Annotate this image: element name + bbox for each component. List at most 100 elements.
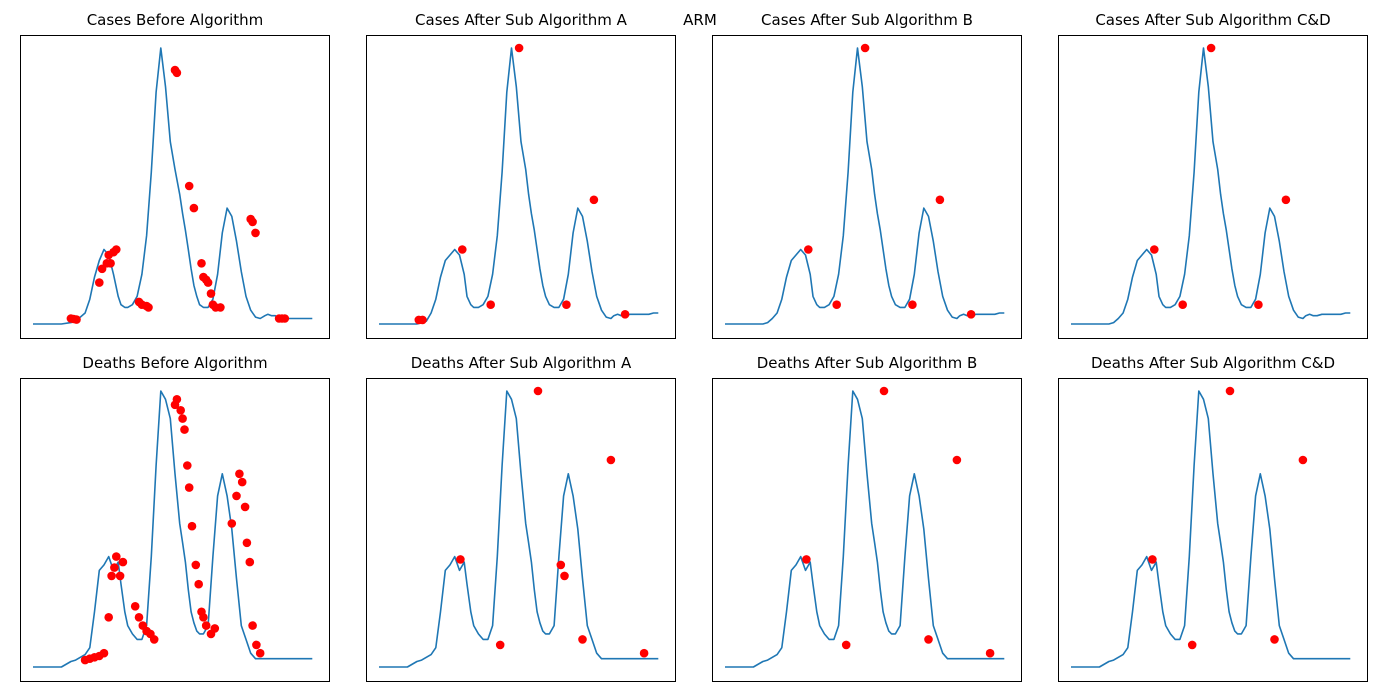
peak-marker [203, 278, 213, 287]
peak-marker [176, 406, 185, 415]
peak-marker [237, 477, 247, 487]
peak-marker [860, 43, 870, 53]
peak-marker [149, 635, 159, 644]
peak-marker [1225, 386, 1235, 396]
peak-marker [841, 640, 851, 650]
peak-marker [952, 455, 962, 465]
peak-marker [458, 245, 467, 254]
line-chart [20, 378, 330, 682]
peak-marker [201, 621, 211, 630]
line-chart [1058, 378, 1368, 682]
line-chart [20, 35, 330, 339]
peak-marker [966, 310, 976, 319]
series-line [725, 390, 1005, 668]
panel-title: Cases Before Algorithm [86, 11, 264, 29]
peak-marker [104, 613, 113, 622]
peak-marker [118, 557, 128, 567]
series-line [1071, 390, 1351, 668]
peak-marker [184, 483, 194, 492]
peak-marker [802, 555, 811, 564]
peak-marker [172, 395, 182, 404]
panel-title: Deaths Before Algorithm [82, 354, 268, 372]
peak-marker [620, 310, 630, 319]
peak-marker [418, 315, 427, 325]
panel-title: Deaths After Sub Algorithm C&D [1091, 354, 1335, 372]
peak-marker [194, 579, 203, 589]
peak-marker [227, 519, 237, 528]
peak-marker [1148, 555, 1157, 564]
plot-frame [366, 378, 676, 682]
panel-deaths-after-b: Deaths After Sub Algorithm B [712, 354, 1022, 682]
peak-marker [197, 259, 206, 268]
peak-marker [242, 538, 252, 548]
peak-marker [107, 571, 116, 581]
plot-frame [1058, 378, 1368, 682]
peak-marker [280, 314, 290, 323]
peak-marker [1298, 455, 1308, 465]
plot-frame [366, 35, 676, 339]
peak-marker [144, 303, 153, 312]
series-line [379, 390, 659, 668]
peak-marker [804, 245, 813, 254]
figure-suptitle: ARM [683, 11, 717, 29]
panel-title: Cases After Sub Algorithm B [761, 11, 973, 29]
peak-marker [1178, 300, 1187, 310]
peak-marker [180, 425, 189, 434]
peak-marker [210, 624, 220, 633]
plot-frame [20, 378, 330, 682]
peak-marker [935, 195, 945, 205]
peak-marker [578, 635, 587, 644]
peak-marker [240, 502, 250, 512]
peak-marker [908, 300, 917, 310]
line-chart [712, 378, 1022, 682]
peak-marker [879, 386, 889, 396]
peak-marker [235, 469, 244, 479]
peak-marker [232, 491, 241, 501]
peak-marker [495, 640, 505, 650]
peak-marker [1254, 300, 1263, 310]
peak-marker [1187, 640, 1197, 650]
peak-marker [248, 217, 257, 227]
panel-cases-before: Cases Before Algorithm [20, 11, 330, 339]
peak-marker [216, 303, 225, 312]
peak-marker [199, 613, 208, 622]
peak-marker [183, 461, 192, 470]
peak-marker [562, 300, 571, 310]
peak-marker [99, 648, 109, 658]
panel-title: Cases After Sub Algorithm A [415, 11, 627, 29]
peak-marker [248, 621, 257, 630]
peak-marker [606, 455, 616, 465]
peak-marker [255, 648, 265, 658]
panel-deaths-after-cd: Deaths After Sub Algorithm C&D [1058, 354, 1368, 682]
panel-cases-after-b: Cases After Sub Algorithm B [712, 11, 1022, 339]
plot-frame [712, 378, 1022, 682]
peak-marker [589, 195, 599, 205]
peak-marker [178, 414, 187, 423]
panel-title: Deaths After Sub Algorithm A [410, 354, 632, 372]
peak-marker [115, 571, 125, 581]
line-chart [1058, 35, 1368, 339]
peak-marker [134, 613, 144, 622]
peak-marker [924, 635, 933, 644]
peak-marker [985, 648, 995, 658]
peak-marker [533, 386, 543, 396]
series-line [379, 47, 659, 325]
panel-cases-after-a: Cases After Sub Algorithm A [366, 11, 676, 339]
panel-title: Deaths After Sub Algorithm B [756, 354, 978, 372]
peak-marker [245, 557, 255, 567]
series-line [725, 47, 1005, 325]
panel-cases-after-cd: Cases After Sub Algorithm C&D [1058, 11, 1368, 339]
panel-deaths-after-a: Deaths After Sub Algorithm A [366, 354, 676, 682]
peak-marker [106, 259, 115, 268]
line-chart [366, 35, 676, 339]
peak-marker [130, 602, 140, 611]
peak-marker [110, 563, 119, 572]
peak-marker [832, 300, 841, 310]
peak-marker [112, 552, 121, 561]
peak-marker [112, 245, 121, 254]
peak-marker [1150, 245, 1159, 254]
peak-marker [95, 278, 104, 287]
peak-marker [456, 555, 465, 564]
peak-marker [1270, 635, 1279, 644]
peak-marker [486, 300, 495, 310]
